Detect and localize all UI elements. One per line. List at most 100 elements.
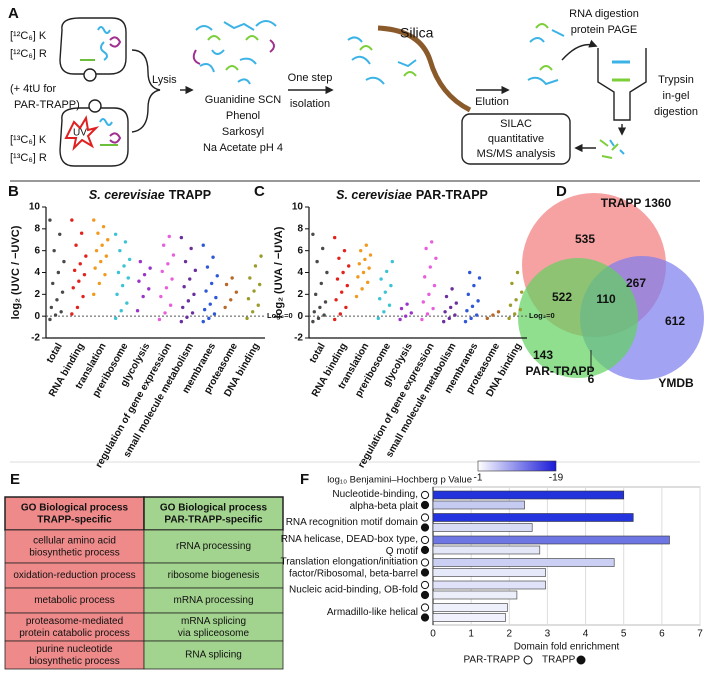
data-point — [208, 302, 212, 306]
bar — [432, 523, 533, 532]
data-point — [186, 299, 191, 303]
venn-title: TRAPP 1360 — [601, 196, 672, 210]
data-point — [259, 254, 263, 258]
data-point — [59, 310, 63, 314]
note: (+ 4tU for — [10, 83, 56, 95]
data-point — [62, 259, 66, 264]
data-point — [390, 259, 394, 264]
data-point — [224, 282, 229, 287]
step-label: One step — [288, 72, 333, 84]
data-point — [170, 277, 174, 281]
panel-letter: C — [254, 183, 265, 200]
y-tick-label: 4 — [297, 267, 303, 278]
data-point — [250, 310, 255, 314]
reference-label: Log₂=0 — [529, 311, 555, 320]
data-point — [157, 317, 162, 322]
data-point — [318, 305, 322, 310]
data-point — [361, 270, 366, 275]
data-point — [56, 270, 61, 275]
y-tick-label: 2 — [34, 289, 40, 300]
data-point — [514, 298, 518, 302]
data-point — [325, 270, 329, 275]
go-table: GO Biological process TRAPP-specific GO Bi… — [4, 496, 284, 670]
data-point — [256, 303, 260, 307]
data-point — [234, 290, 239, 294]
data-point — [168, 303, 173, 307]
data-point — [507, 316, 511, 321]
data-point — [248, 276, 252, 280]
data-point — [389, 283, 393, 288]
table-text: ribosome biogenesis — [168, 570, 260, 581]
bar — [432, 603, 508, 612]
step-label: in-gel — [663, 90, 690, 102]
data-point — [142, 272, 147, 277]
panel-letter: D — [556, 183, 567, 200]
data-point — [160, 269, 164, 274]
analysis-label: MS/MS analysis — [477, 148, 556, 160]
data-point — [385, 269, 389, 274]
data-point — [510, 281, 514, 286]
x-tick-label: 6 — [659, 629, 665, 640]
data-point — [212, 312, 217, 316]
bar — [432, 545, 541, 555]
data-point — [469, 316, 473, 321]
x-tick-label: total — [45, 341, 65, 365]
data-point — [368, 253, 373, 257]
data-point — [520, 290, 524, 294]
data-point — [253, 264, 258, 268]
data-point — [449, 305, 453, 310]
data-point — [466, 292, 470, 297]
data-point — [205, 265, 210, 269]
data-point — [58, 232, 62, 236]
data-point — [398, 317, 402, 322]
data-point — [115, 292, 119, 297]
data-point — [485, 316, 489, 321]
table-cell — [143, 496, 284, 531]
table-text: metabolic process — [34, 595, 115, 606]
data-point — [93, 266, 97, 270]
data-point — [334, 298, 338, 302]
venn-label: YMDB — [658, 376, 694, 390]
buffer-label: Phenol — [226, 110, 260, 122]
legend-label: TRAPP — [542, 655, 576, 666]
data-point — [113, 232, 118, 236]
data-point — [183, 259, 188, 264]
chart-title: S. cerevisiae PAR-TRAPP — [336, 188, 488, 202]
table-header: GO Biological process TRAPP-specific — [21, 502, 129, 525]
data-point — [383, 290, 387, 294]
data-point — [354, 294, 359, 299]
data-point — [404, 314, 408, 318]
data-point — [491, 313, 495, 317]
colorbar — [477, 460, 557, 472]
isotope-label: [¹³C₆] R — [10, 152, 47, 164]
data-point — [161, 243, 166, 247]
data-point — [53, 313, 58, 317]
x-tick-label: 4 — [583, 629, 589, 640]
data-point — [367, 266, 371, 270]
analysis-label: quantitative — [488, 133, 544, 145]
series-marker — [420, 535, 430, 545]
chart-title: S. cerevisiae TRAPP — [89, 188, 211, 202]
y-tick-label: 6 — [297, 245, 303, 256]
data-point — [319, 281, 323, 286]
data-point — [52, 248, 56, 253]
data-point — [207, 316, 211, 321]
title-text: PAR-TRAPP — [416, 188, 488, 202]
data-point — [335, 277, 340, 281]
data-point — [223, 305, 227, 310]
x-tick-label: 7 — [697, 629, 703, 640]
buffer-label: Guanidine SCN — [205, 94, 281, 106]
title-italic: S. cerevisiae — [89, 188, 165, 202]
data-point — [147, 287, 151, 291]
data-point — [434, 256, 438, 261]
data-point — [257, 282, 262, 287]
table-text: oxidation-reduction process — [13, 570, 135, 581]
data-point — [99, 259, 103, 264]
legend-label: PAR-TRAPP — [464, 655, 521, 666]
data-point — [78, 262, 82, 266]
colorbar-tick-label: -19 — [549, 473, 564, 484]
data-point — [166, 262, 170, 266]
data-point — [245, 316, 249, 321]
data-point — [94, 248, 99, 253]
data-point — [333, 235, 337, 240]
